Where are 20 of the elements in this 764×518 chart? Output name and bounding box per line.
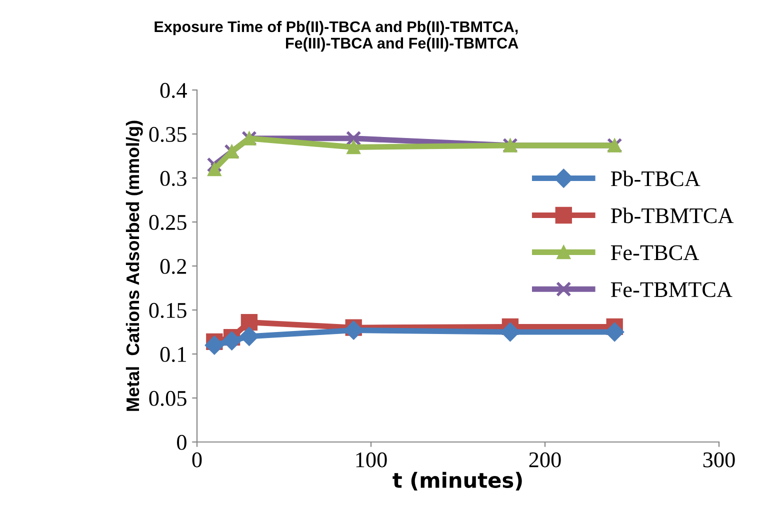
x-axis-title: t (minutes) bbox=[392, 472, 522, 490]
y-tick-label: 0.25 bbox=[149, 214, 186, 230]
y-axis-title: Metal Cations Adsorbed (mmol/g) bbox=[126, 120, 143, 411]
x-tick-label: 300 bbox=[703, 452, 735, 468]
y-tick-label: 0.15 bbox=[149, 302, 186, 318]
y-tick-label: 0.35 bbox=[149, 126, 186, 142]
x-tick-label: 100 bbox=[356, 452, 387, 468]
y-tick-label: 0.2 bbox=[160, 258, 186, 274]
y-tick-label: 0.4 bbox=[160, 82, 187, 98]
chart-title: Exposure Time of Pb(II)-TBCA and Pb(II)-TBMTCA, Fe(III)-TBCA and Fe(III)-TBMTCA bbox=[154, 20, 518, 52]
legend-label: Pb-TBMTCA bbox=[610, 208, 734, 224]
x-tick-label: 200 bbox=[529, 452, 561, 468]
x-tick-label: 0 bbox=[192, 452, 202, 468]
legend-label: Fe-TBCA bbox=[610, 245, 700, 260]
legend-label: Pb-TBCA bbox=[610, 170, 700, 186]
y-tick-label: 0.3 bbox=[160, 170, 186, 186]
y-tick-label: 0 bbox=[177, 434, 186, 450]
y-tick-label: 0.1 bbox=[160, 346, 186, 362]
y-tick-label: 0.05 bbox=[149, 390, 186, 406]
legend-label: Fe-TBMTCA bbox=[610, 282, 732, 298]
